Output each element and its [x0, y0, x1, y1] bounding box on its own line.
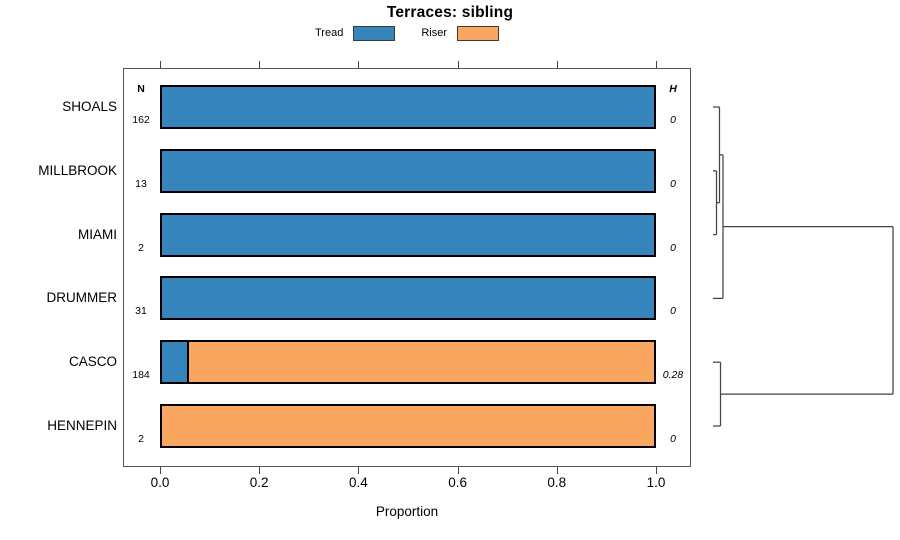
x-tick [160, 467, 161, 474]
x-tick-top [457, 61, 459, 68]
bar-row [160, 212, 656, 257]
x-axis-title: Proportion [375, 504, 439, 519]
n-value: 184 [132, 369, 150, 382]
x-tick [656, 467, 657, 474]
x-tick-label: 1.0 [646, 475, 666, 490]
n-value: 31 [135, 305, 147, 318]
bar-row [160, 340, 656, 385]
n-value: 13 [135, 177, 147, 190]
x-tick-top [556, 61, 558, 68]
x-tick [259, 467, 261, 474]
x-tick-label: 0.6 [448, 475, 467, 490]
x-tick-top [656, 61, 657, 68]
legend: Tread Riser [123, 24, 691, 42]
bar-row [160, 85, 656, 129]
legend-item-riser: Riser [421, 25, 499, 41]
category-label: MILLBROOK [38, 162, 117, 178]
legend-label-tread: Tread [315, 27, 344, 39]
legend-item-tread: Tread [315, 25, 396, 41]
tread-color-swatch [353, 25, 396, 41]
x-tick-top [160, 61, 161, 68]
category-label: SHOALS [62, 99, 117, 114]
h-value: 0 [670, 177, 676, 190]
x-tick-label: 0.0 [150, 475, 170, 490]
x-tick-top [259, 61, 261, 68]
bar-row [160, 276, 656, 321]
n-column-header: N [137, 83, 145, 95]
category-label: MIAMI [78, 226, 117, 242]
bar-segment-riser [162, 406, 654, 446]
x-tick [457, 467, 459, 474]
category-label: DRUMMER [46, 290, 118, 306]
x-tick-label: 0.4 [349, 475, 368, 490]
category-label: CASCO [68, 354, 117, 370]
h-column-header: H [669, 83, 677, 95]
plot-area [123, 68, 691, 467]
bar-segment-riser [186, 342, 654, 383]
n-value: 162 [132, 114, 150, 126]
bar-row [160, 148, 656, 193]
x-tick-top [358, 61, 360, 68]
n-value: 2 [138, 433, 144, 445]
x-tick-label: 0.8 [547, 475, 567, 490]
h-value: 0 [670, 305, 676, 318]
bar-segment-tread [162, 342, 187, 383]
h-value: 0.28 [662, 369, 684, 382]
legend-label-riser: Riser [421, 27, 447, 39]
n-value: 2 [138, 241, 144, 254]
h-value: 0 [670, 241, 676, 254]
chart-title: Terraces: sibling [386, 4, 514, 21]
h-value: 0 [670, 433, 676, 445]
bar-row [160, 404, 656, 448]
bar-segment-tread [162, 150, 654, 191]
bar-segment-tread [162, 87, 654, 127]
x-tick-label: 0.2 [249, 475, 269, 490]
h-value: 0 [670, 114, 676, 126]
x-tick [358, 467, 360, 474]
category-label: HENNEPIN [47, 418, 117, 433]
riser-color-swatch [457, 25, 499, 41]
bar-segment-tread [162, 278, 654, 319]
x-tick [556, 467, 558, 474]
bar-segment-tread [162, 214, 654, 255]
